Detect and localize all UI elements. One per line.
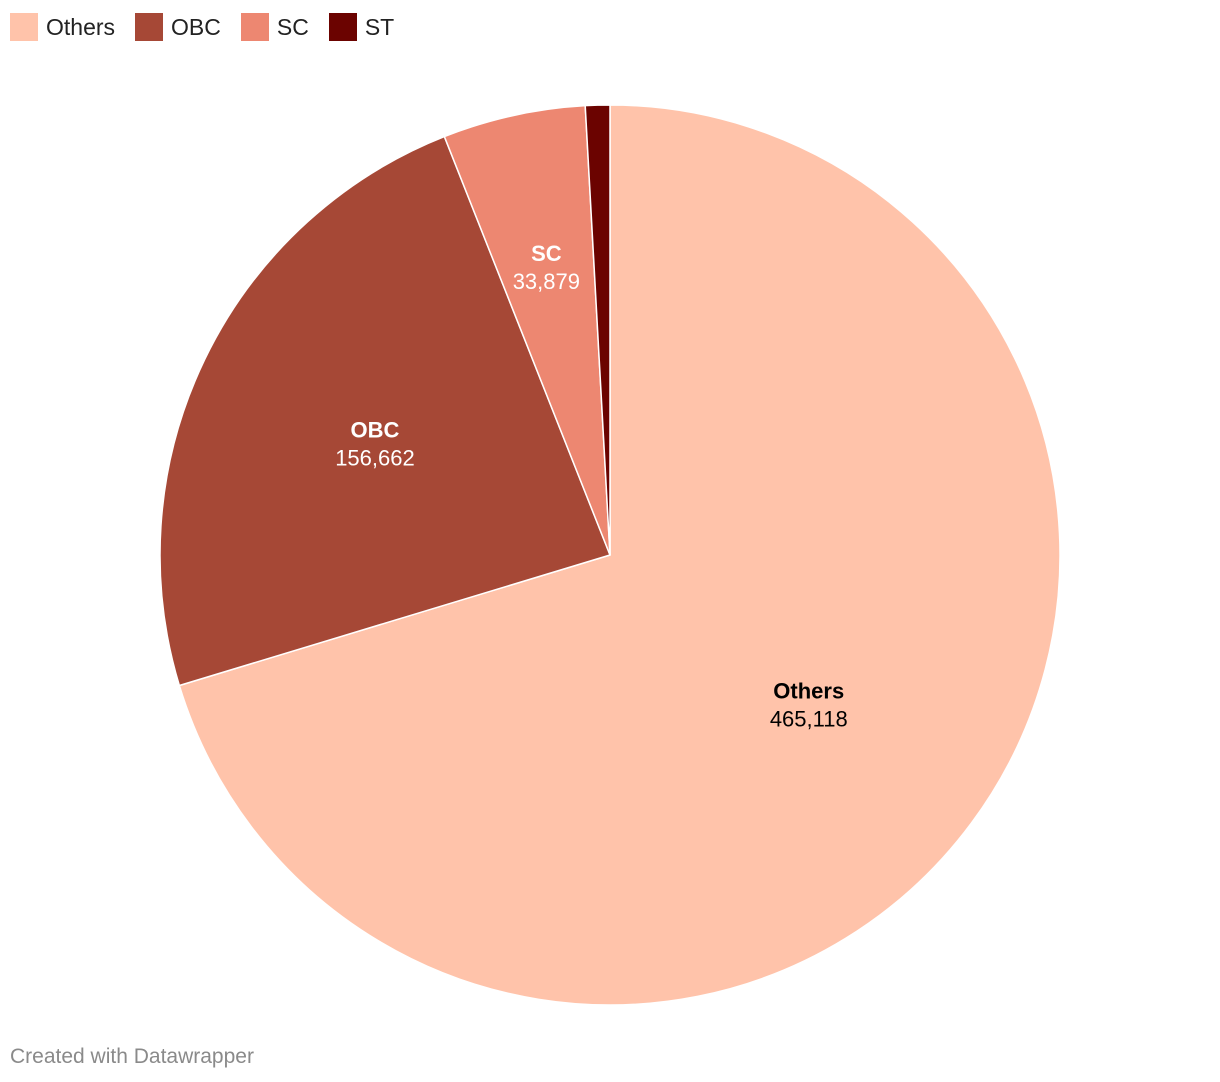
- legend-swatch-sc: [240, 13, 269, 41]
- credit-text: Created with Datawrapper: [10, 1045, 254, 1068]
- legend-item-sc: SC: [240, 13, 309, 41]
- chart-legend: Others OBC SC ST: [10, 12, 394, 42]
- legend-swatch-others: [10, 13, 38, 41]
- legend-item-others: Others: [10, 13, 115, 41]
- pie-slice-obc: [159, 135, 611, 687]
- legend-label-others: Others: [46, 14, 116, 40]
- slice-label-others-value: 465,118: [770, 706, 848, 731]
- slice-label-others-name: Others: [773, 678, 844, 703]
- pie-slice-others: [178, 104, 1061, 1006]
- legend-swatch-obc: [135, 13, 164, 41]
- slice-label-sc-name: SC: [531, 241, 562, 266]
- slice-label-sc-value: 33,879: [513, 269, 580, 294]
- legend-label-st: ST: [364, 14, 395, 40]
- legend-swatch-st: [328, 13, 357, 41]
- pie-chart: Others 465,118 OBC 156,662 SC 33,879: [159, 104, 1061, 1006]
- legend-label-obc: OBC: [171, 14, 221, 40]
- pie-labels: Others 465,118 OBC 156,662 SC 33,879: [335, 241, 848, 732]
- legend-label-sc: SC: [276, 14, 309, 40]
- pie-slice-st: [584, 104, 611, 556]
- slice-label-obc-value: 156,662: [335, 446, 415, 471]
- legend-item-obc: OBC: [135, 13, 221, 41]
- slice-label-obc-name: OBC: [351, 418, 400, 443]
- pie-slice-sc: [443, 104, 611, 556]
- pie-slices: [159, 104, 1061, 1006]
- legend-item-st: ST: [328, 13, 395, 41]
